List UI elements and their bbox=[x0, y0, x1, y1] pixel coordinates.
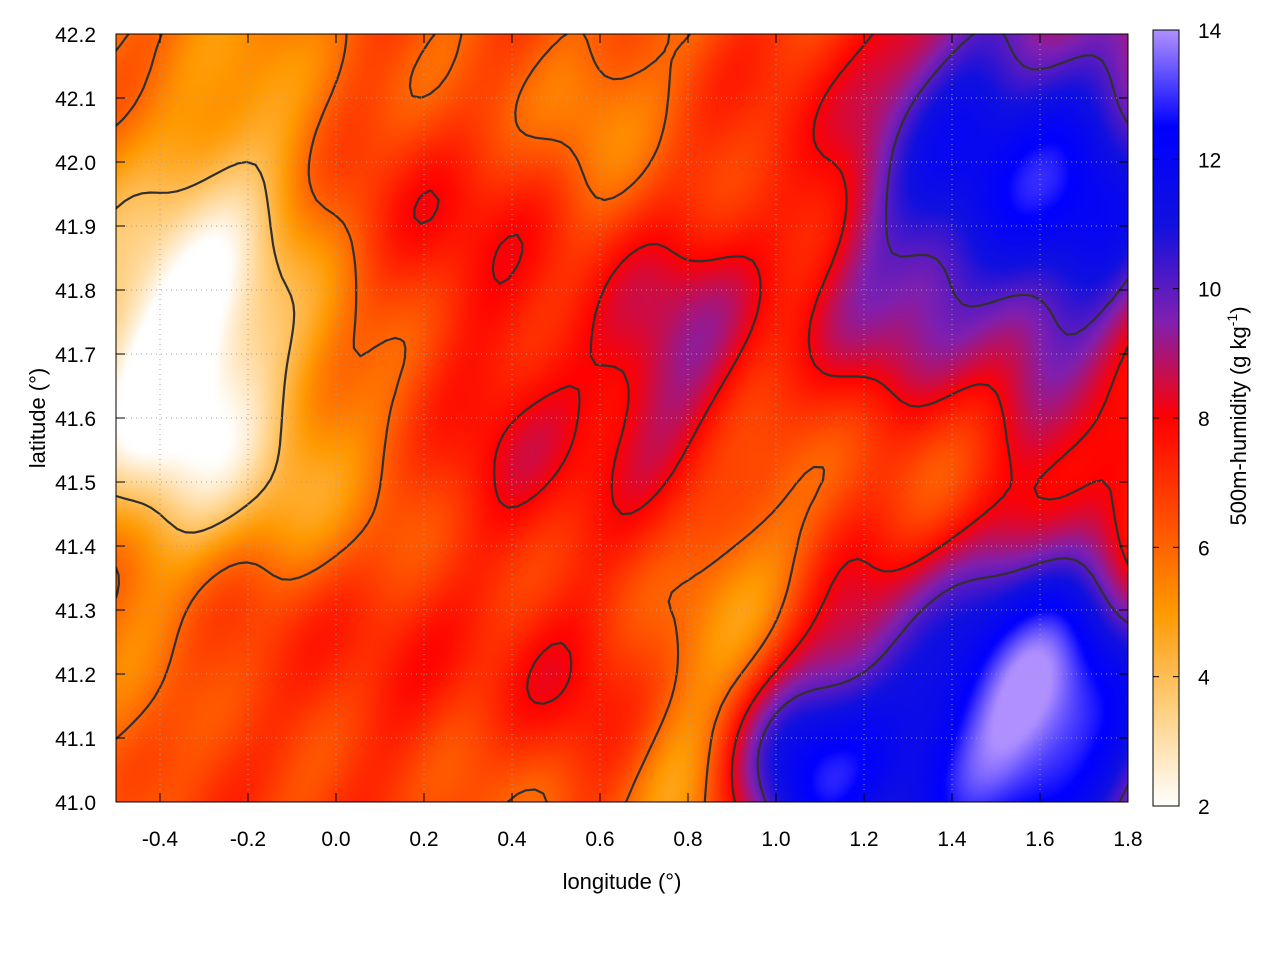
colorbar-tick-label: 4 bbox=[1198, 667, 1210, 690]
x-axis-label: longitude (°) bbox=[563, 869, 682, 894]
contour-line bbox=[413, 34, 1128, 802]
y-tick-label: 41.8 bbox=[55, 280, 96, 303]
colorbar-label-main: 500m-humidity (g kg bbox=[1226, 326, 1251, 525]
y-tick-label: 42.1 bbox=[55, 88, 96, 111]
x-tick-label: 1.6 bbox=[1025, 828, 1054, 851]
colorbar-label: 500m-humidity (g kg-1) bbox=[1224, 306, 1251, 525]
x-tick-label: 1.0 bbox=[761, 828, 790, 851]
colorbar-tick-label: 14 bbox=[1198, 20, 1222, 43]
colorbar-tick-label: 10 bbox=[1198, 279, 1221, 302]
y-tick-label: 41.2 bbox=[55, 664, 96, 687]
contour-line bbox=[116, 34, 826, 802]
y-tick-label: 41.0 bbox=[55, 792, 96, 815]
x-tick-label: 0.4 bbox=[497, 828, 527, 851]
y-axis: 41.0 41.1 41.2 41.3 41.4 41.5 41.6 41.7 41.8 41.9… bbox=[55, 24, 1128, 815]
x-tick-label: 1.2 bbox=[849, 828, 878, 851]
y-tick-label: 41.4 bbox=[55, 536, 96, 559]
colorbar-label-tail: ) bbox=[1226, 306, 1251, 313]
x-tick-label: 0.6 bbox=[585, 828, 614, 851]
x-tick-label: 0.2 bbox=[409, 828, 438, 851]
colorbar-tick-label: 8 bbox=[1198, 408, 1210, 431]
colorbar-tick-label: 6 bbox=[1198, 537, 1210, 560]
contour-line bbox=[116, 160, 296, 534]
x-tick-label: 1.4 bbox=[937, 828, 967, 851]
grid bbox=[116, 34, 1128, 802]
colorbar-tick-label: 2 bbox=[1198, 796, 1210, 819]
x-tick-label: 1.8 bbox=[1113, 828, 1142, 851]
y-tick-label: 41.9 bbox=[55, 216, 96, 239]
y-tick-label: 41.1 bbox=[55, 728, 96, 751]
x-axis: -0.4 -0.2 0.0 0.2 0.4 0.6 0.8 1.0 1.2 1.4 1.6 1.8 bbox=[142, 34, 1143, 851]
colorbar-label-sup: -1 bbox=[1224, 314, 1240, 327]
y-tick-label: 42.2 bbox=[55, 24, 96, 47]
contour-lines bbox=[116, 34, 1128, 802]
x-tick-label: 0.8 bbox=[673, 828, 702, 851]
x-tick-label: -0.4 bbox=[142, 828, 179, 851]
y-tick-label: 41.5 bbox=[55, 472, 96, 495]
y-tick-label: 41.3 bbox=[55, 600, 96, 623]
colorbar: 2 4 6 8 10 12 14 500m-humidity (g kg-1) bbox=[1152, 20, 1251, 819]
y-tick-label: 42.0 bbox=[55, 152, 96, 175]
colorbar-ticks: 2 4 6 8 10 12 14 bbox=[1153, 20, 1222, 819]
plot-area bbox=[115, 33, 1129, 803]
colorbar-tick-label: 12 bbox=[1198, 149, 1221, 172]
y-tick-label: 41.6 bbox=[55, 408, 96, 431]
x-tick-label: 0.0 bbox=[321, 828, 350, 851]
contour-line bbox=[756, 34, 1128, 802]
y-axis-label: latitude (°) bbox=[25, 368, 50, 469]
y-tick-label: 41.7 bbox=[55, 344, 96, 367]
x-tick-label: -0.2 bbox=[230, 828, 266, 851]
